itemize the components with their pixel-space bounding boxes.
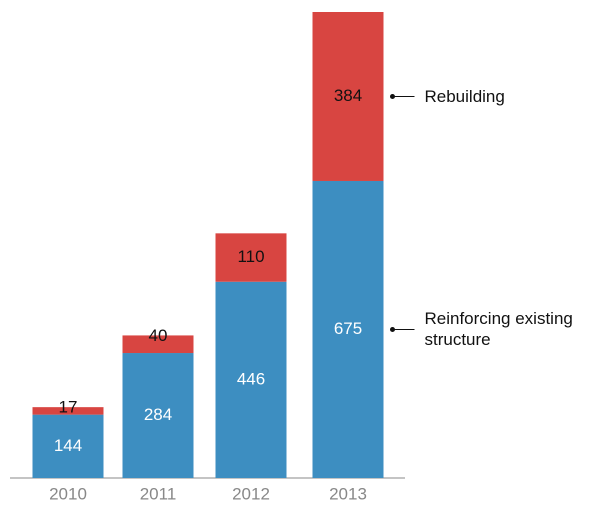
bar-segment bbox=[215, 233, 287, 282]
legend-label: Rebuilding bbox=[424, 86, 505, 106]
value-label: 446 bbox=[237, 369, 265, 388]
bar-segment bbox=[122, 353, 194, 478]
bar-segment bbox=[32, 407, 104, 415]
value-label: 17 bbox=[59, 398, 78, 417]
x-tick-label: 2012 bbox=[232, 484, 270, 503]
value-label: 284 bbox=[144, 405, 172, 424]
x-tick-label: 2011 bbox=[140, 484, 177, 503]
bar-segment bbox=[32, 414, 104, 478]
value-label: 110 bbox=[237, 247, 264, 266]
legend-label: Reinforcing existing structure bbox=[424, 309, 573, 350]
value-label: 384 bbox=[334, 86, 362, 105]
x-tick-label: 2010 bbox=[49, 484, 87, 503]
bar-segment bbox=[122, 335, 194, 354]
value-label: 144 bbox=[54, 436, 82, 455]
x-tick-label: 2013 bbox=[329, 484, 367, 503]
bar-segment bbox=[312, 12, 384, 181]
bar-segment bbox=[215, 281, 287, 478]
value-label: 675 bbox=[334, 319, 362, 338]
bar-segment bbox=[312, 180, 384, 479]
value-label: 40 bbox=[149, 326, 168, 345]
